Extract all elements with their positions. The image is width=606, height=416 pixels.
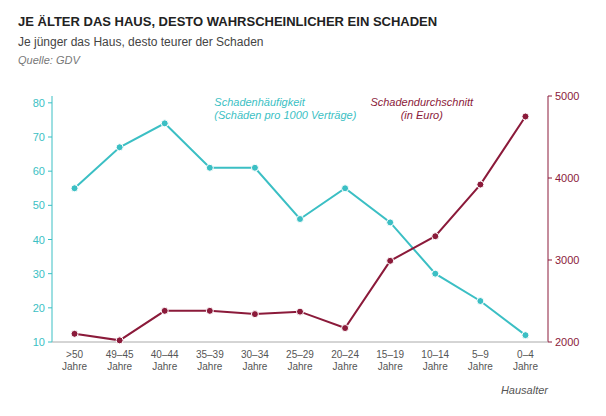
text-line: 25–29: [286, 349, 314, 360]
data-point: [342, 185, 349, 192]
text-line: Jahre: [62, 361, 87, 372]
text-line: Schadendurchschnitt: [370, 96, 474, 108]
text-line: Jahre: [513, 361, 538, 372]
text-line: 15–19: [376, 349, 404, 360]
series-label: Schadenhäufigkeit(Schäden pro 1000 Vertr…: [214, 96, 356, 121]
data-point: [432, 270, 439, 277]
text-line: 5–9: [472, 349, 489, 360]
y-tick: [48, 307, 52, 308]
source: Quelle: GDV: [18, 54, 81, 66]
y-tick: [48, 102, 52, 103]
background: [0, 0, 606, 416]
x-tick-label: 10–14Jahre: [421, 349, 449, 372]
y-tick: [48, 171, 52, 172]
text-line: Jahre: [152, 361, 177, 372]
text-line: (Schäden pro 1000 Verträge): [214, 109, 356, 121]
y-tick: [48, 342, 52, 343]
y-tick-label: 60: [33, 165, 45, 177]
data-point: [387, 219, 394, 226]
data-point: [71, 330, 78, 337]
x-tick-label: 5–9Jahre: [468, 349, 493, 372]
data-point: [477, 298, 484, 305]
data-point: [71, 185, 78, 192]
y2-tick-label: 3000: [555, 254, 579, 266]
y-tick: [48, 273, 52, 274]
data-point: [432, 233, 439, 240]
data-point: [251, 311, 258, 318]
data-point: [116, 144, 123, 151]
subtitle: Je jünger das Haus, desto teurer der Sch…: [18, 35, 263, 49]
text-line: Jahre: [333, 361, 358, 372]
data-point: [297, 216, 304, 223]
y2-axis: [548, 96, 549, 342]
y-axis: [52, 96, 53, 342]
data-point: [251, 164, 258, 171]
y-tick-label: 50: [33, 199, 45, 211]
x-tick-label: 30–34Jahre: [241, 349, 269, 372]
text-line: >50: [66, 349, 83, 360]
series-line: [75, 117, 526, 341]
x-tick-label: 49–45Jahre: [106, 349, 134, 372]
text-line: Jahre: [287, 361, 312, 372]
series-line: [75, 123, 526, 335]
data-point: [522, 332, 529, 339]
text-line: 35–39: [196, 349, 224, 360]
text-line: 40–44: [151, 349, 179, 360]
y-tick: [48, 137, 52, 138]
x-tick-label: 0–4Jahre: [513, 349, 538, 372]
y2-tick: [548, 260, 552, 261]
y-tick-label: 30: [33, 268, 45, 280]
text-line: Jahre: [107, 361, 132, 372]
text-line: 0–4: [517, 349, 534, 360]
data-point: [161, 307, 168, 314]
plot-area: [71, 113, 529, 344]
data-point: [206, 164, 213, 171]
data-point: [161, 120, 168, 127]
y2-tick: [548, 96, 552, 97]
y2-tick-label: 2000: [555, 336, 579, 348]
data-point: [297, 308, 304, 315]
text-line: Jahre: [468, 361, 493, 372]
text-line: Jahre: [242, 361, 267, 372]
chart: JE ÄLTER DAS HAUS, DESTO WAHRSCHEINLICHE…: [0, 0, 606, 416]
x-tick-label: 25–29Jahre: [286, 349, 314, 372]
x-tick-label: >50Jahre: [62, 349, 87, 372]
text-line: Jahre: [423, 361, 448, 372]
text-line: 30–34: [241, 349, 269, 360]
data-point: [522, 113, 529, 120]
data-point: [477, 181, 484, 188]
data-point: [387, 257, 394, 264]
y-tick-label: 20: [33, 302, 45, 314]
data-point: [116, 337, 123, 344]
text-line: 49–45: [106, 349, 134, 360]
y2-tick: [548, 178, 552, 179]
y-tick-label: 10: [33, 336, 45, 348]
x-tick-label: 35–39Jahre: [196, 349, 224, 372]
x-tick-label: 40–44Jahre: [151, 349, 179, 372]
x-axis-label: Hausalter: [501, 384, 549, 396]
x-tick-label: 20–24Jahre: [331, 349, 359, 372]
title: JE ÄLTER DAS HAUS, DESTO WAHRSCHEINLICHE…: [18, 14, 437, 29]
y2-tick-label: 5000: [555, 90, 579, 102]
x-axis: [52, 342, 548, 343]
y-tick-label: 40: [33, 234, 45, 246]
y-tick-label: 80: [33, 97, 45, 109]
y-tick: [48, 239, 52, 240]
text-line: 10–14: [421, 349, 449, 360]
y-tick: [48, 205, 52, 206]
data-point: [342, 325, 349, 332]
y2-tick: [548, 342, 552, 343]
y2-tick-label: 4000: [555, 172, 579, 184]
data-point: [206, 307, 213, 314]
text-line: Jahre: [378, 361, 403, 372]
text-line: Schadenhäufigkeit: [214, 96, 305, 108]
text-line: 20–24: [331, 349, 359, 360]
text-line: Jahre: [197, 361, 222, 372]
y-tick-label: 70: [33, 131, 45, 143]
x-tick-label: 15–19Jahre: [376, 349, 404, 372]
series-label: Schadendurchschnitt(in Euro): [370, 96, 474, 121]
text-line: (in Euro): [401, 109, 444, 121]
